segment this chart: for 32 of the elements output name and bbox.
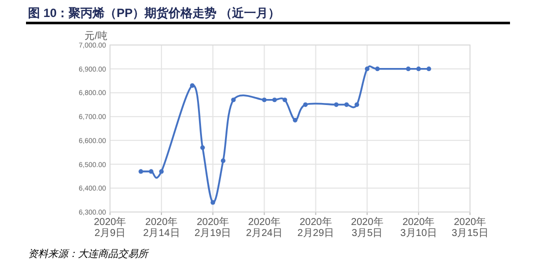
- point: [344, 102, 349, 107]
- text: 资料来源：大连商品交易所: [28, 248, 150, 260]
- x-tick-label: 2020年2月24日: [246, 216, 283, 239]
- point: [220, 158, 226, 164]
- point: [210, 200, 216, 205]
- point: [354, 102, 360, 107]
- point: [159, 169, 164, 174]
- point: [190, 83, 195, 88]
- point: [426, 66, 432, 72]
- x-tick-label: 2020年2月29日: [297, 216, 334, 239]
- title: 图 10：聚丙烯（PP）期货价格走势 （近一月）: [28, 6, 280, 20]
- point: [334, 102, 339, 107]
- point: [416, 66, 421, 72]
- point: [303, 102, 308, 107]
- point: [364, 66, 370, 72]
- point: [406, 66, 411, 72]
- x-tick-label: 2020年2月9日: [94, 216, 126, 239]
- x-tick-label: 2020年3月15日: [452, 216, 488, 239]
- point: [375, 66, 380, 72]
- y-axis-title: 元/吨: [84, 30, 108, 42]
- point: [262, 98, 267, 102]
- x-tick-label: 2020年2月19日: [194, 216, 232, 239]
- point: [272, 98, 277, 102]
- point: [148, 169, 154, 174]
- point: [200, 145, 205, 150]
- point: [231, 98, 236, 102]
- x-tick-label: 2020年3月10日: [400, 216, 437, 239]
- x-tick-label: 2020年2月14日: [143, 216, 180, 239]
- x-tick-label: 2020年3月5日: [351, 216, 384, 239]
- point: [292, 118, 298, 122]
- point: [282, 98, 288, 102]
- point: [138, 169, 144, 174]
